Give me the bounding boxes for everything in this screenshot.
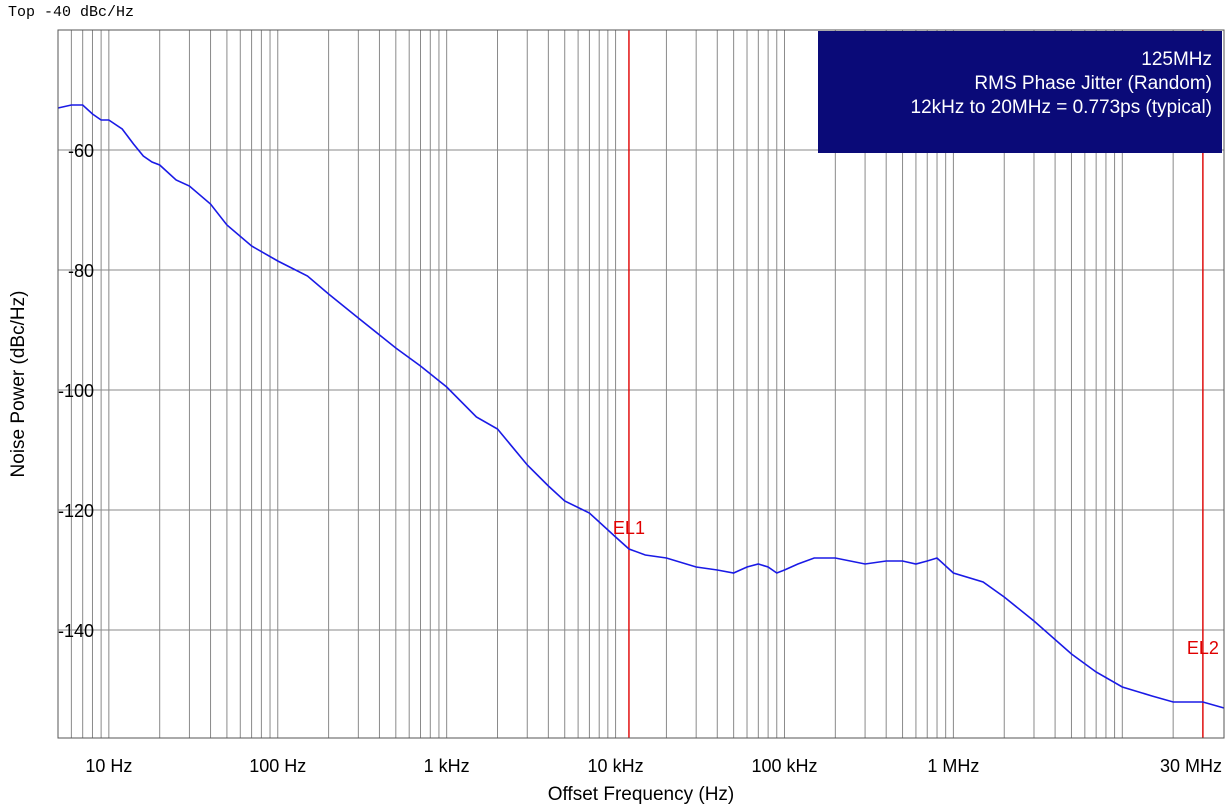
y-tick-labels: -60 -80 -100 -120 -140	[58, 141, 94, 641]
x-tick-label: 100 kHz	[751, 756, 817, 776]
x-axis-title: Offset Frequency (Hz)	[547, 784, 735, 805]
marker-label-el1: EL1	[613, 518, 645, 538]
marker-label-el2: EL2	[1187, 638, 1219, 658]
marker-lines: EL1 EL2	[613, 30, 1219, 738]
x-tick-label: 1 kHz	[424, 756, 470, 776]
x-tick-label: 10 Hz	[85, 756, 132, 776]
info-line-frequency: 125MHz	[1141, 49, 1212, 70]
x-tick-label: 1 MHz	[927, 756, 979, 776]
y-axis-title: Noise Power (dBc/Hz)	[8, 290, 29, 478]
jitter-info-box: 125MHz RMS Phase Jitter (Random) 12kHz t…	[818, 31, 1222, 153]
x-tick-labels: 10 Hz 100 Hz 1 kHz 10 kHz 100 kHz 1 MHz 30 MHz	[85, 756, 1222, 776]
y-tick-label: -80	[68, 261, 94, 281]
y-tick-label: -140	[58, 621, 94, 641]
top-reference-label: Top -40 dBc/Hz	[8, 4, 135, 21]
info-line-title: RMS Phase Jitter (Random)	[974, 73, 1212, 94]
plot-frame	[57, 29, 1225, 739]
x-tick-label: 10 kHz	[588, 756, 644, 776]
y-tick-label: -120	[58, 501, 94, 521]
info-line-result: 12kHz to 20MHz = 0.773ps (typical)	[910, 97, 1213, 118]
y-tick-label: -100	[58, 381, 94, 401]
x-tick-label: 100 Hz	[249, 756, 306, 776]
x-tick-label: 30 MHz	[1160, 756, 1222, 776]
y-tick-label: -60	[68, 141, 94, 161]
noise-trace-line	[57, 104, 1225, 709]
